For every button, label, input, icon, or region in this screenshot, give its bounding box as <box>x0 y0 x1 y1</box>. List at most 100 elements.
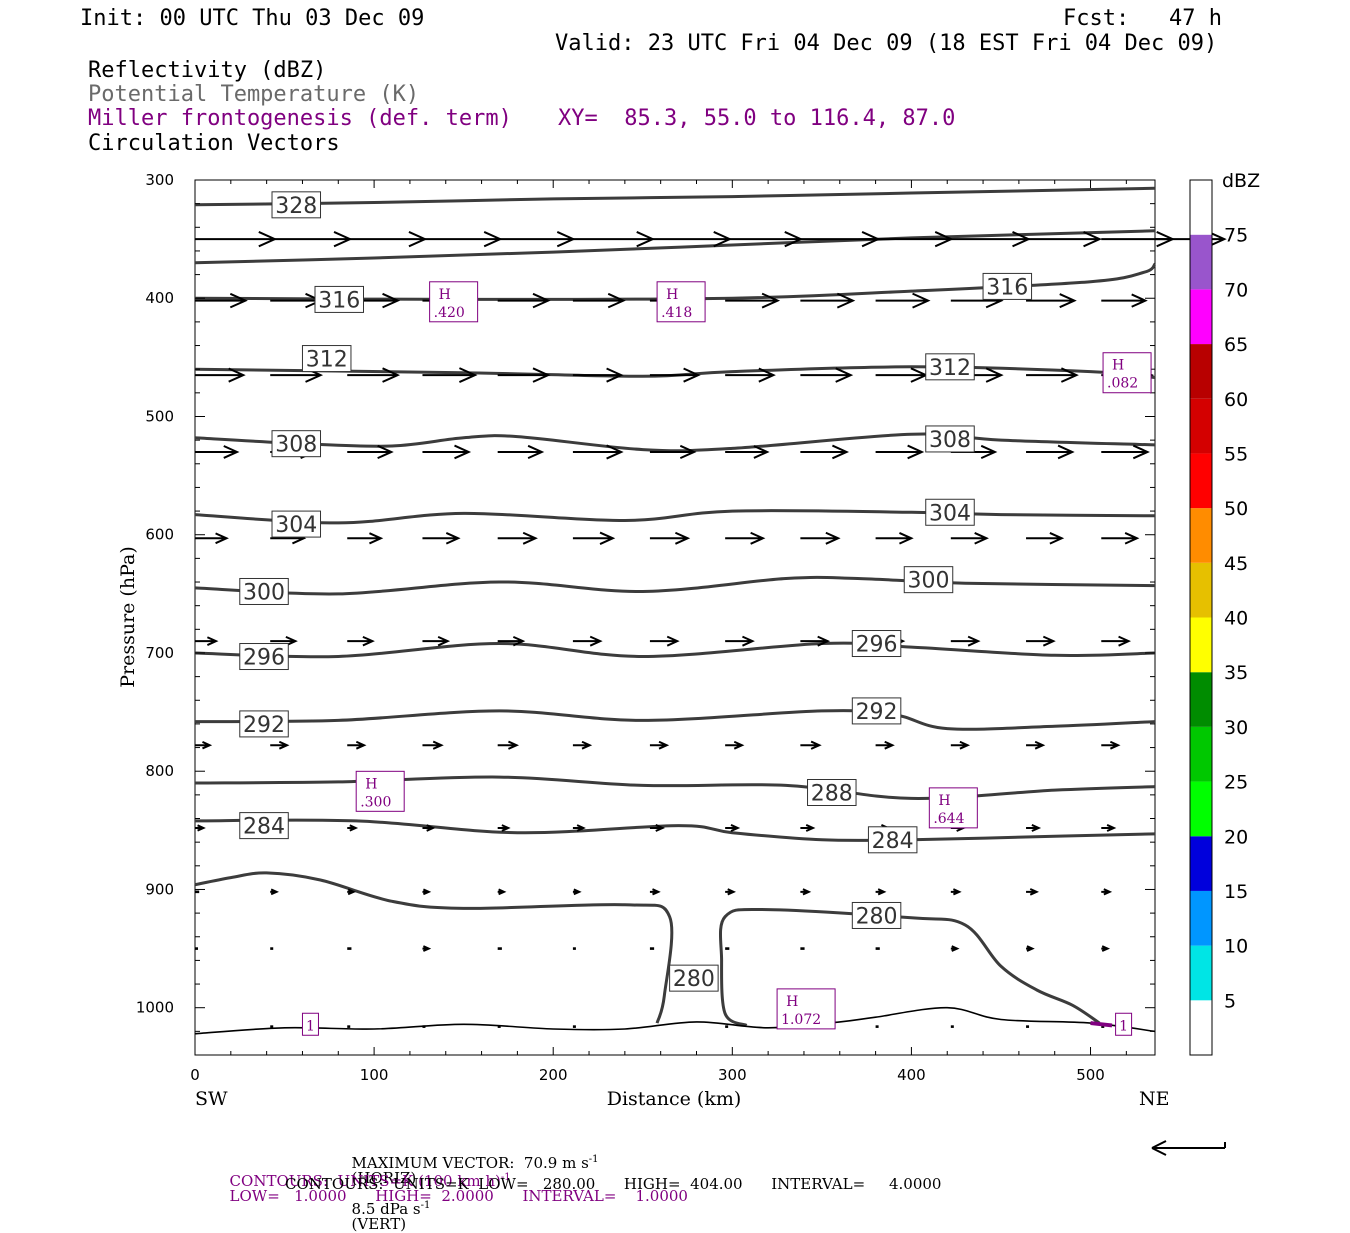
contour-label-box <box>271 510 322 538</box>
circulation-vector <box>497 231 576 248</box>
circulation-vector <box>347 635 375 647</box>
colorbar-segment <box>1190 398 1212 454</box>
circulation-vector <box>800 231 881 248</box>
contour-label-box <box>851 901 902 929</box>
y-tick-label: 300 <box>145 171 174 189</box>
y-axis-title: Pressure (hPa) <box>117 546 139 688</box>
circulation-vector <box>195 292 248 309</box>
contour-label: 304 <box>275 513 317 538</box>
field-circulation-vectors: Circulation Vectors <box>88 131 340 156</box>
y-tick-label: 700 <box>145 644 174 662</box>
circulation-vector <box>497 444 545 460</box>
y-tick-label: 600 <box>145 526 174 544</box>
circulation-vector <box>1026 367 1079 383</box>
circulation-vector <box>422 367 478 384</box>
circulation-vector <box>422 945 432 952</box>
y-tick-label: 500 <box>145 407 174 425</box>
theta-contour-312 <box>194 365 1156 379</box>
frontogenesis-max-marker: H <box>365 776 377 792</box>
init-time: Init: 00 UTC Thu 03 Dec 09 <box>80 6 425 31</box>
circulation-vector <box>800 824 816 832</box>
circulation-vector <box>1026 945 1035 952</box>
contour-label: 308 <box>929 428 971 453</box>
theta-contour-292 <box>194 709 1156 731</box>
contour-label-box <box>867 826 918 854</box>
contour-label-box <box>925 353 975 381</box>
colorbar-segment <box>1190 617 1212 673</box>
circulation-vector <box>347 532 384 545</box>
theta-contour-316 <box>194 262 1157 301</box>
circulation-vector <box>950 532 989 545</box>
circulation-vector <box>347 888 356 896</box>
x-tick-label: 300 <box>718 1066 747 1084</box>
colorbar-segment <box>1190 672 1212 727</box>
colorbar-level-label: 70 <box>1224 279 1248 301</box>
circulation-vector <box>195 636 219 646</box>
theta-contour-info: CONTOURS: UNITS=K LOW= 280.00 HIGH= 404.… <box>285 1175 942 1193</box>
theta-contour-296 <box>194 641 1156 659</box>
circulation-vector <box>725 531 766 545</box>
circulation-vector <box>572 888 582 896</box>
circulation-vector <box>347 367 401 383</box>
frontogenesis-max-box <box>1102 352 1152 394</box>
circulation-vector <box>875 444 925 460</box>
circulation-vector <box>950 635 981 647</box>
valid-time: Valid: 23 UTC Fri 04 Dec 09 (18 EST Fri … <box>555 31 1218 56</box>
x-axis-right-end-label: NE <box>1139 1088 1170 1110</box>
colorbar-level-label: 35 <box>1224 662 1248 684</box>
circulation-vector <box>875 740 895 750</box>
x-tick-label: 200 <box>539 1066 568 1084</box>
circulation-vector <box>347 231 428 248</box>
colorbar-level-label: 15 <box>1224 881 1248 903</box>
theta-contour-328 <box>194 186 1156 207</box>
circulation-vector <box>1101 824 1117 832</box>
frontogenesis-contour-box <box>1115 1012 1133 1036</box>
frontogenesis-max-value: .644 <box>933 811 964 827</box>
circulation-vector <box>422 888 432 896</box>
circulation-vector <box>649 740 670 750</box>
colorbar-segment <box>1190 1000 1212 1055</box>
colorbar-level-label: 75 <box>1224 225 1248 247</box>
circulation-vector <box>422 532 461 545</box>
colorbar-level-label: 30 <box>1224 717 1248 739</box>
circulation-vector <box>572 367 624 383</box>
contour-label: 296 <box>856 633 898 658</box>
colorbar-level-label: 20 <box>1224 826 1248 848</box>
theta-contour-288 <box>194 775 1156 800</box>
circulation-vector <box>422 635 451 647</box>
theta-contour-280 <box>718 907 1101 1027</box>
x-axis-left-end-label: SW <box>195 1088 228 1110</box>
circulation-vector <box>649 531 691 545</box>
frontogenesis-contour-label: 1 <box>1119 1018 1128 1034</box>
contour-label: 316 <box>318 288 360 313</box>
max-vector-horizontal-unit: (HORIZ) <box>351 1169 417 1187</box>
circulation-vector <box>649 635 680 647</box>
circulation-vector <box>497 740 520 750</box>
circulation-vector <box>725 445 770 459</box>
theta-contour-304 <box>194 509 1156 525</box>
plot-frame <box>194 179 1156 1056</box>
contour-label: 316 <box>986 275 1028 300</box>
circulation-vector <box>725 740 745 750</box>
colorbar-segment <box>1190 890 1212 946</box>
circulation-vector <box>875 888 887 896</box>
contour-label-box <box>851 630 902 658</box>
circulation-vector <box>649 444 697 460</box>
circulation-vector <box>572 292 626 309</box>
forecast-hour: Fcst: 47 h <box>1063 6 1222 31</box>
contour-label-box <box>807 779 857 806</box>
circulation-vector <box>270 740 290 750</box>
circulation-vector <box>725 367 776 383</box>
contour-label: 280 <box>673 967 715 992</box>
circulation-vector <box>800 888 812 896</box>
circulation-vector <box>497 824 511 832</box>
superscript-c: -1 <box>500 1172 511 1183</box>
circulation-vector <box>725 292 781 309</box>
contour-label-box <box>851 697 902 725</box>
contour-label-box <box>271 191 322 219</box>
frontogenesis-max-box <box>656 281 706 323</box>
colorbar-level-label: 25 <box>1224 772 1248 794</box>
circulation-vector <box>497 531 538 545</box>
field-potential-temperature: Potential Temperature (K) <box>88 82 420 107</box>
contour-label-box <box>271 430 322 458</box>
